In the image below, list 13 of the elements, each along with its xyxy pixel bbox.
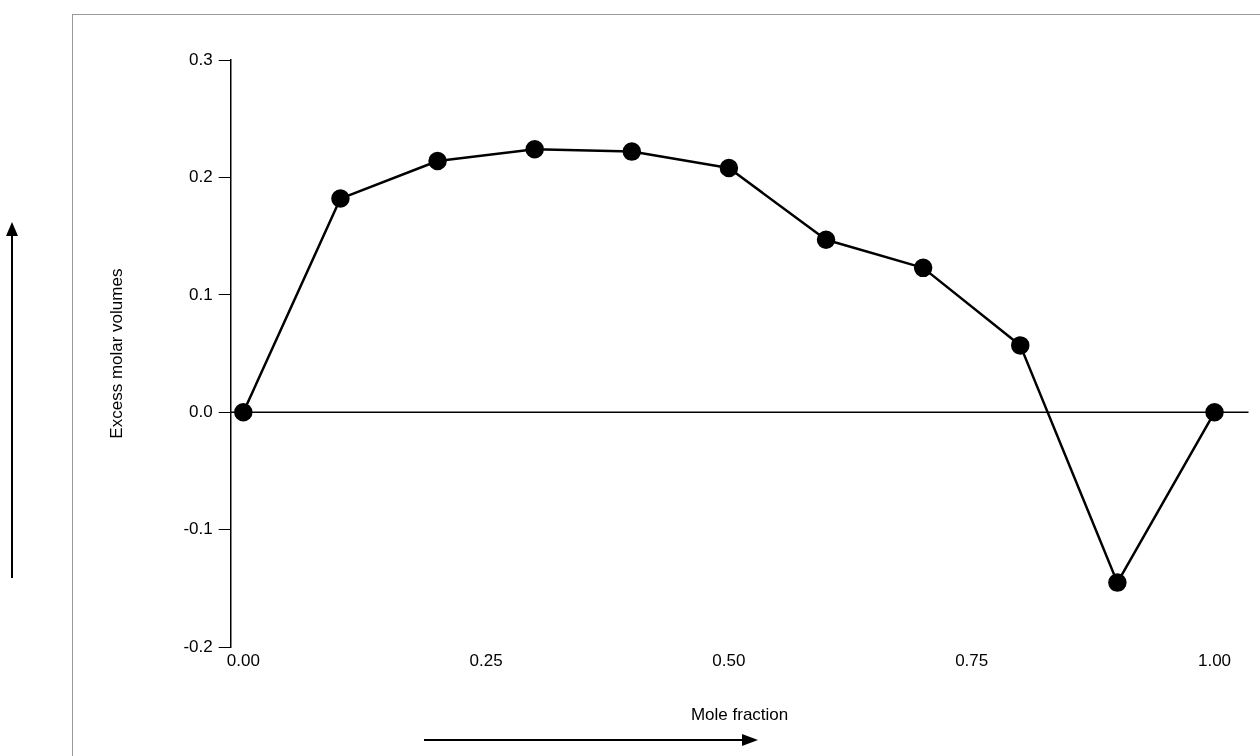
y-tick-label: 0.2 xyxy=(189,167,213,187)
y-tick-label: 0.1 xyxy=(189,284,213,304)
x-tick-label: 1.00 xyxy=(1197,651,1232,671)
x-tick-label: 0.25 xyxy=(469,651,503,671)
y-axis-title: Excess molar volumes xyxy=(106,268,126,439)
x-tick-label: 0.00 xyxy=(226,651,260,671)
x-tick-label: 0.75 xyxy=(955,651,989,671)
y-tick-label: -0.2 xyxy=(183,636,213,656)
y-tick-label: 0.0 xyxy=(189,402,213,422)
y-tick-label: 0.3 xyxy=(189,49,213,69)
x-axis-title: Mole fraction xyxy=(690,705,789,725)
x-tick-label: 0.50 xyxy=(712,651,746,671)
y-tick-label: -0.1 xyxy=(183,519,213,539)
